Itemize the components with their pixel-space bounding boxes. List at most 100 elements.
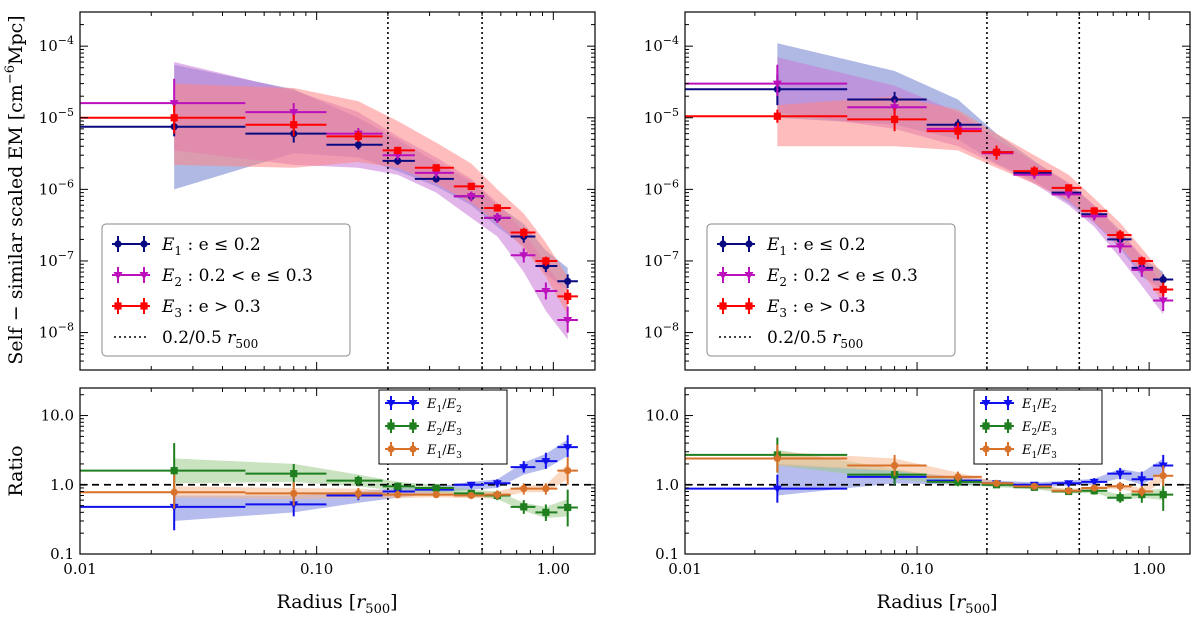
marker-circle — [432, 491, 440, 499]
marker-square — [564, 292, 572, 300]
marker-circle — [954, 473, 962, 481]
marker-triangle — [772, 485, 782, 494]
marker-square — [170, 114, 178, 122]
legend-label-R12: E1/E2 — [1021, 397, 1057, 415]
marker-square — [467, 182, 475, 190]
figure-labels: Self − similar scaled EM [cm−6Mpc] Ratio R… — [3, 15, 998, 617]
marker-circle — [467, 491, 475, 500]
x-axis-title-right: Radius [r500] — [876, 591, 997, 617]
marker-triangle — [718, 272, 728, 280]
y-axis-title-bottom: Ratio — [5, 445, 27, 496]
panel-top-right: 10−8 10−7 10−6 10−5 10−4 E1 : e ≤ 0.2 E2 : 0.2… — [644, 11, 1191, 371]
marker-triangle — [1158, 297, 1168, 306]
y-tick-label: 0.1 — [50, 545, 74, 563]
legend-label-E2: E2 : 0.2 < e ≤ 0.3 — [161, 266, 313, 289]
marker-triangle — [1064, 191, 1074, 199]
axes-frame — [79, 387, 596, 555]
marker-circle — [394, 491, 402, 499]
legend-top: E1 : e ≤ 0.2 E2 : 0.2 < e ≤ 0.3 E3 : e > 0… — [101, 223, 351, 357]
marker-triangle — [1137, 476, 1147, 484]
marker-square — [982, 422, 990, 430]
marker-square — [1116, 231, 1124, 239]
legend-label-R23: E2/E3 — [1021, 420, 1057, 438]
x-tick-label: 1.00 — [537, 560, 570, 578]
x-tick-label: 0.10 — [900, 560, 933, 578]
marker-triangle — [393, 152, 403, 160]
marker-circle — [520, 485, 528, 493]
y-tick-label: 10−8 — [644, 321, 679, 342]
marker-triangle — [113, 272, 123, 280]
marker-circle — [114, 240, 122, 248]
marker-square — [290, 470, 298, 478]
marker-square — [394, 482, 402, 490]
marker-square — [954, 478, 962, 486]
y-tick-label: 10−5 — [39, 106, 74, 127]
marker-circle — [890, 461, 899, 470]
marker-triangle — [408, 400, 418, 408]
series-E3 — [685, 108, 1174, 297]
y-tick-label: 10−7 — [644, 249, 679, 270]
y-tick-label: 10−6 — [39, 177, 74, 198]
marker-circle — [387, 445, 395, 453]
band-R23 — [777, 449, 1164, 501]
marker-circle — [564, 277, 572, 285]
legend-label-E1: E1 : e ≤ 0.2 — [161, 235, 261, 258]
marker-square — [520, 228, 528, 237]
legend-box — [706, 223, 956, 357]
marker-triangle — [563, 444, 573, 452]
marker-circle — [1159, 275, 1167, 284]
series-R13 — [80, 457, 578, 509]
marker-triangle — [772, 80, 782, 89]
marker-circle — [140, 240, 148, 248]
marker-circle — [1004, 445, 1012, 453]
y-tick-label: 10−8 — [39, 321, 74, 342]
y-tick-label: 10−4 — [644, 34, 679, 55]
marker-triangle — [492, 480, 502, 488]
marker-triangle — [890, 104, 900, 112]
marker-square — [1004, 422, 1012, 430]
series-R13 — [685, 444, 1174, 497]
marker-circle — [354, 489, 362, 498]
legend-bottom: E1/E2 E2/E3 E1/E3 — [378, 389, 508, 465]
band-E3 — [174, 83, 568, 315]
marker-circle — [354, 141, 362, 149]
marker-circle — [719, 240, 727, 248]
marker-square — [114, 302, 122, 310]
marker-circle — [745, 240, 753, 248]
marker-circle — [432, 175, 440, 183]
marker-square — [564, 503, 572, 512]
marker-circle — [1065, 487, 1073, 495]
marker-square — [1116, 494, 1124, 502]
marker-triangle — [519, 252, 529, 260]
marker-triangle — [431, 169, 441, 178]
x-tick-label: 1.00 — [1132, 560, 1165, 578]
y-tick-label: 10.0 — [41, 407, 74, 425]
marker-circle — [992, 479, 1001, 487]
legend-label-ref: 0.2/0.5 r500 — [162, 328, 258, 351]
legend-label-E2: E2 : 0.2 < e ≤ 0.3 — [766, 266, 918, 289]
legend-label-E3: E3 : e > 0.3 — [766, 297, 866, 320]
y-tick-label: 10−7 — [39, 249, 74, 270]
legend-label-R12: E1/E2 — [426, 397, 462, 415]
marker-square — [290, 121, 298, 129]
marker-square — [409, 422, 417, 430]
plot-area — [685, 388, 1190, 554]
marker-circle — [170, 488, 178, 496]
marker-square — [1138, 257, 1146, 265]
marker-triangle — [1064, 480, 1074, 488]
legend-top: E1 : e ≤ 0.2 E2 : 0.2 < e ≤ 0.3 E3 : e > 0… — [706, 223, 956, 357]
x-axis-title-left: Radius [r500] — [276, 591, 397, 617]
axes-frame — [684, 11, 1191, 371]
y-tick-label: 10−4 — [39, 34, 74, 55]
marker-circle — [1138, 487, 1146, 496]
x-tick-label: 0.10 — [300, 560, 333, 578]
y-tick-label: 10−5 — [644, 106, 679, 127]
marker-triangle — [1089, 478, 1099, 487]
marker-square — [1159, 491, 1167, 499]
plot-area — [80, 388, 595, 554]
marker-square — [1065, 184, 1073, 192]
marker-circle — [1030, 482, 1038, 490]
legend-label-R23: E2/E3 — [426, 420, 462, 438]
marker-circle — [290, 489, 298, 498]
marker-square — [992, 148, 1001, 156]
